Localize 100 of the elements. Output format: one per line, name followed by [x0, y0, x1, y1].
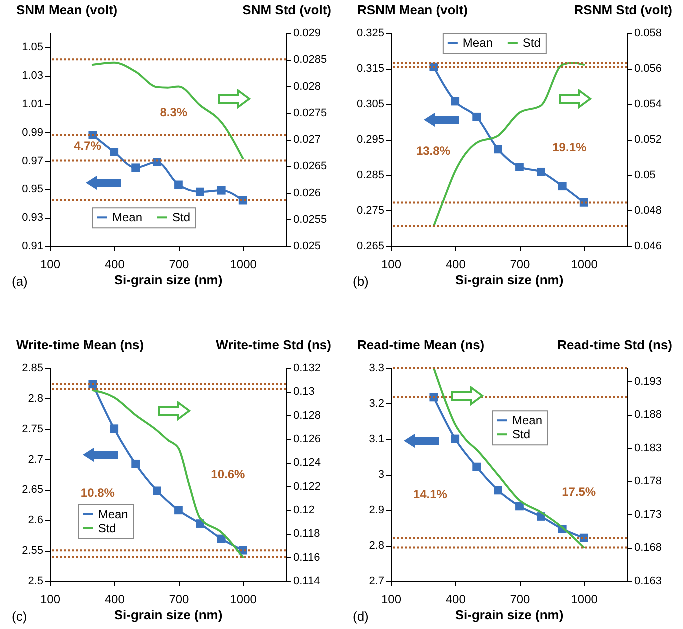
- legend-label: Mean: [512, 414, 543, 428]
- point: [196, 188, 204, 196]
- y-tick-label: 0.99: [22, 126, 44, 139]
- legend-label: Std: [98, 521, 116, 536]
- y-axis-title: Write-time Mean (ns): [16, 338, 144, 352]
- y-axis-title: Read-time Mean (ns): [358, 338, 485, 352]
- x-tick-label: 400: [446, 592, 466, 606]
- legend-label: Mean: [462, 36, 493, 50]
- y2-tick-label: 0.114: [294, 576, 320, 588]
- y2-tick-label: 0.188: [634, 409, 662, 422]
- y-tick-label: 2.55: [22, 545, 44, 558]
- point: [153, 486, 162, 496]
- y-tick-label: 2.85: [22, 362, 44, 374]
- y2-axis-title: RSNM Std (volt): [574, 2, 672, 18]
- y2-tick-label: 0.116: [294, 552, 320, 564]
- point: [451, 434, 460, 444]
- y2-tick-label: 0.122: [294, 480, 322, 493]
- x-tick-label: 1000: [571, 258, 598, 272]
- y-tick-label: 2.5: [28, 576, 44, 588]
- point: [451, 97, 460, 106]
- legend-label: Std: [172, 210, 190, 225]
- y2-tick-label: 0.128: [294, 410, 322, 422]
- text: (b): [353, 274, 369, 289]
- annotation: 8.3%: [160, 105, 188, 120]
- annotation: 14.1%: [413, 488, 448, 502]
- y2-tick-label: 0.173: [634, 508, 662, 521]
- point: [472, 462, 481, 472]
- y2-tick-label: 0.048: [634, 205, 662, 217]
- y2-axis-title: Write-time Std (ns): [216, 338, 332, 352]
- y-tick-label: 0.325: [356, 28, 384, 40]
- y2-tick-label: 0.05: [634, 170, 656, 182]
- annotation: 4.7%: [74, 138, 102, 153]
- y-tick-label: 3.2: [369, 398, 384, 410]
- y2-tick-label: 0.118: [294, 528, 320, 540]
- x-tick-label: 1000: [230, 592, 258, 606]
- legend-label: Mean: [98, 507, 128, 522]
- y2-tick-label: 0.029: [294, 28, 322, 40]
- y-tick-label: 2.8: [28, 392, 44, 405]
- x-tick-label: 1000: [571, 592, 598, 606]
- annotation: 13.8%: [416, 144, 451, 158]
- y2-tick-label: 0.0285: [294, 54, 328, 66]
- point: [494, 486, 502, 495]
- y2-tick-label: 0.026: [294, 187, 322, 200]
- x-axis-title: Si-grain size (nm): [455, 272, 564, 288]
- y-axis-title: RSNM Mean (volt): [358, 2, 468, 18]
- y2-tick-label: 0.0265: [294, 160, 328, 173]
- x-tick-label: 100: [381, 592, 402, 606]
- point: [537, 168, 546, 176]
- point: [217, 186, 226, 195]
- x-tick-label: 400: [104, 258, 126, 272]
- y-tick-label: 0.275: [356, 205, 384, 217]
- point: [110, 148, 119, 156]
- point: [516, 163, 524, 172]
- x-tick-label: 1000: [230, 258, 258, 272]
- x-tick-label: 700: [169, 258, 190, 272]
- text: (a): [12, 274, 28, 289]
- text: (d): [353, 609, 369, 624]
- x-tick-label: 700: [510, 592, 531, 606]
- y-tick-label: 2.75: [22, 423, 44, 436]
- y-tick-label: 2.7: [369, 576, 384, 588]
- y-tick-label: 0.93: [22, 212, 44, 224]
- y2-tick-label: 0.12: [294, 504, 315, 516]
- x-tick-label: 100: [40, 258, 61, 272]
- annotation: 17.5%: [562, 485, 596, 500]
- x-axis-title: Si-grain size (nm): [455, 608, 564, 622]
- y-tick-label: 2.9: [369, 504, 384, 516]
- annotation: 10.6%: [211, 468, 246, 482]
- y-tick-label: 2.8: [369, 540, 384, 552]
- y-tick-label: 1.03: [22, 70, 44, 82]
- point: [132, 460, 140, 468]
- annotation: 19.1%: [552, 140, 587, 155]
- y-tick-label: 3.3: [369, 362, 384, 374]
- point: [174, 180, 183, 190]
- x-tick-label: 400: [446, 258, 466, 272]
- y-tick-label: 2.7: [28, 454, 44, 466]
- y2-tick-label: 0.0275: [294, 107, 328, 120]
- y-tick-label: 0.95: [22, 184, 44, 196]
- y-tick-label: 0.97: [22, 155, 44, 168]
- legend-label: Mean: [112, 210, 143, 225]
- x-axis-title: Si-grain size (nm): [114, 272, 223, 288]
- y-tick-label: 2.65: [22, 484, 44, 496]
- y2-tick-label: 0.0255: [294, 214, 328, 226]
- y2-axis-title: Read-time Std (ns): [558, 338, 672, 352]
- y2-tick-label: 0.126: [294, 434, 322, 446]
- legend-label: Std: [522, 36, 541, 50]
- annotation: 10.8%: [80, 486, 116, 500]
- y2-tick-label: 0.052: [634, 134, 662, 146]
- x-tick-label: 700: [169, 592, 190, 606]
- x-tick-label: 700: [510, 258, 531, 272]
- point: [558, 182, 567, 191]
- y2-tick-label: 0.027: [294, 134, 322, 146]
- y-tick-label: 0.305: [356, 98, 384, 110]
- y-tick-label: 2.6: [28, 514, 44, 527]
- point: [110, 424, 119, 434]
- y2-tick-label: 0.058: [634, 28, 662, 40]
- x-tick-label: 400: [104, 592, 126, 606]
- y2-tick-label: 0.168: [634, 542, 662, 554]
- y2-axis-title: SNM Std (volt): [242, 2, 332, 18]
- y-axis-title: SNM Mean (volt): [16, 2, 118, 18]
- y2-tick-label: 0.13: [294, 386, 315, 398]
